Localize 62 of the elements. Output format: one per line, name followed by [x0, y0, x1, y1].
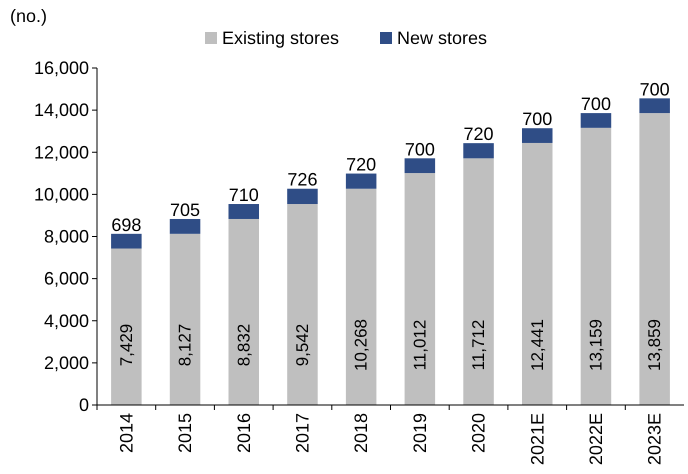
bar [228, 204, 260, 219]
data-label: 8,127 [176, 324, 195, 366]
y-tick-label: 16,000 [34, 58, 89, 78]
data-label: 700 [522, 109, 552, 130]
data-label: 13,859 [645, 319, 664, 371]
x-tick-label: 2020 [468, 413, 489, 454]
y-tick-label: 6,000 [44, 268, 89, 289]
bar [580, 128, 612, 405]
bar [111, 234, 142, 249]
bar [580, 113, 612, 128]
data-label: 726 [287, 170, 318, 190]
x-tick-label: 2022E [586, 413, 606, 466]
y-tick-label: 8,000 [44, 226, 89, 246]
legend-label: New stores [397, 28, 488, 48]
data-label: 705 [170, 200, 200, 220]
data-label: 720 [464, 124, 494, 144]
y-tick-label: 14,000 [34, 100, 89, 120]
bar [404, 173, 436, 405]
bar [287, 188, 318, 204]
y-tick-label: 2,000 [44, 352, 89, 373]
data-label: 700 [640, 79, 670, 100]
y-tick-label: 0 [78, 395, 89, 415]
data-label: 8,832 [234, 324, 254, 366]
x-tick-label: 2023E [644, 413, 665, 466]
data-label: 7,429 [116, 324, 136, 366]
bar [287, 204, 318, 405]
data-label: 720 [346, 154, 376, 175]
bar [522, 128, 553, 143]
data-label: 11,012 [410, 320, 430, 370]
y-axis-title: (no.) [10, 6, 48, 26]
x-tick-label: 2021E [527, 413, 548, 466]
bar [639, 98, 670, 114]
bar [170, 234, 200, 405]
data-label: 13,159 [586, 319, 606, 371]
bar [522, 142, 553, 405]
x-tick-label: 2016 [234, 413, 254, 454]
x-tick-label: 2019 [410, 413, 430, 454]
bar [463, 143, 494, 158]
data-label: 710 [228, 185, 259, 206]
data-label: 10,268 [352, 319, 371, 371]
x-tick-label: 2018 [351, 413, 372, 454]
bar [463, 158, 494, 405]
data-label: 698 [111, 214, 142, 235]
bar [404, 158, 436, 174]
data-label: 12,441 [528, 319, 547, 371]
bar [111, 248, 142, 405]
y-tick-label: 4,000 [44, 310, 89, 331]
y-tick-label: 10,000 [34, 184, 89, 204]
data-label: 9,542 [292, 324, 312, 366]
data-label: 700 [580, 94, 611, 114]
x-tick-label: 2014 [116, 413, 136, 454]
bar [639, 113, 670, 405]
bar [170, 218, 200, 234]
data-label: 11,712 [469, 320, 488, 370]
x-tick-label: 2015 [175, 413, 196, 454]
bar [346, 188, 376, 405]
legend-label: Existing stores [222, 28, 340, 48]
data-label: 700 [404, 139, 435, 160]
bar [228, 218, 260, 405]
bar [346, 174, 376, 189]
x-tick-label: 2017 [292, 413, 312, 454]
y-tick-label: 12,000 [34, 142, 89, 162]
